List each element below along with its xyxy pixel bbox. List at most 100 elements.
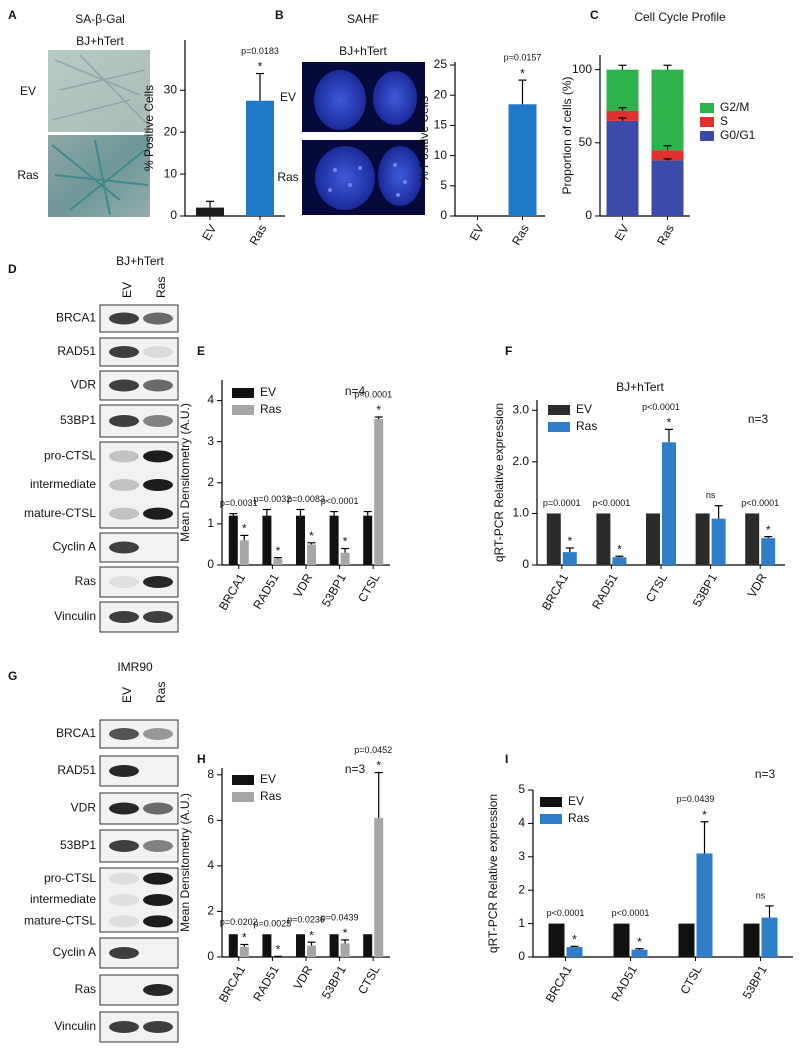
panel-label: E bbox=[197, 344, 205, 358]
bar bbox=[363, 934, 373, 957]
image-row-label: Ras bbox=[17, 168, 38, 182]
legend-swatch bbox=[548, 405, 570, 415]
legend-label: EV bbox=[260, 385, 276, 399]
blot-band bbox=[143, 872, 173, 885]
bar bbox=[262, 515, 272, 565]
bar bbox=[745, 513, 760, 565]
bar bbox=[546, 513, 561, 565]
legend-swatch bbox=[548, 422, 570, 432]
blot-row-label: VDR bbox=[71, 801, 97, 815]
significance: * bbox=[343, 535, 348, 549]
legend-label: Ras bbox=[260, 402, 281, 416]
x-tick-label: VDR bbox=[291, 571, 316, 600]
p-value: p=0.0439 bbox=[677, 794, 715, 804]
significance: * bbox=[276, 544, 281, 558]
blot-row-label: mature-CTSL bbox=[24, 506, 96, 520]
y-axis-label: Proportion of cells (%) bbox=[560, 76, 574, 194]
y-tick-label: 6 bbox=[207, 813, 214, 827]
significance: * bbox=[258, 60, 263, 74]
image-header: BJ+hTert bbox=[76, 34, 124, 48]
significance: * bbox=[309, 928, 314, 942]
p-value: p<0.0001 bbox=[321, 496, 359, 506]
blot-row-label: pro-CTSL bbox=[44, 871, 96, 885]
x-tick-label: CTSL bbox=[643, 571, 671, 605]
significance: * bbox=[376, 759, 381, 773]
sample-size: n=3 bbox=[748, 412, 769, 426]
bar bbox=[228, 515, 238, 565]
blot-band bbox=[109, 872, 139, 885]
blot-band bbox=[109, 802, 139, 815]
bar bbox=[246, 100, 274, 216]
y-tick-label: 0 bbox=[518, 949, 525, 963]
bar bbox=[678, 923, 695, 957]
legend-label: EV bbox=[260, 772, 276, 786]
p-value: p=0.0183 bbox=[241, 46, 279, 56]
bar bbox=[340, 552, 350, 565]
panel-label: G bbox=[8, 669, 17, 683]
lane-label: Ras bbox=[154, 682, 168, 703]
x-tick-label: CTSL bbox=[355, 571, 383, 605]
blot-band bbox=[109, 479, 139, 491]
panel-label: B bbox=[275, 8, 284, 22]
bar bbox=[743, 923, 760, 957]
y-axis-label: qRT-PCR Relative expression bbox=[492, 403, 506, 562]
bar bbox=[307, 945, 316, 957]
y-tick-label: 5 bbox=[518, 782, 525, 796]
micrograph bbox=[48, 50, 150, 132]
cell-texture bbox=[51, 54, 149, 126]
blot-row-label: BRCA1 bbox=[56, 726, 96, 740]
y-tick-label: 20 bbox=[434, 87, 448, 101]
panel-label: H bbox=[197, 752, 206, 766]
bar bbox=[646, 513, 660, 565]
x-tick-label: BRCA1 bbox=[216, 571, 248, 613]
panel-label: I bbox=[505, 752, 508, 766]
blot-band bbox=[109, 379, 139, 392]
blot-row-label: Cyclin A bbox=[53, 540, 96, 554]
bar bbox=[340, 943, 350, 957]
lane-label: Ras bbox=[154, 277, 168, 298]
blot-row-label: mature-CTSL bbox=[24, 914, 96, 928]
y-tick-label: 0 bbox=[207, 557, 214, 571]
bar bbox=[662, 442, 676, 565]
nucleus bbox=[378, 146, 422, 206]
nucleus bbox=[315, 146, 375, 210]
y-tick-label: 4 bbox=[207, 858, 214, 872]
legend-label: Ras bbox=[568, 811, 589, 825]
sample-size: n=3 bbox=[755, 767, 776, 781]
x-tick-label: RAD51 bbox=[250, 571, 282, 612]
x-tick-label: CTSL bbox=[355, 963, 383, 997]
blot-row-label: intermediate bbox=[30, 477, 96, 491]
legend-swatch bbox=[700, 131, 714, 141]
x-tick-label: BRCA1 bbox=[543, 963, 575, 1005]
blot-band bbox=[109, 947, 139, 959]
legend-label: Ras bbox=[260, 789, 281, 803]
legend-swatch bbox=[540, 814, 562, 824]
y-axis-label: % Positive Cells bbox=[142, 85, 156, 171]
panel-label: D bbox=[8, 262, 17, 276]
bar bbox=[761, 917, 778, 957]
nucleus bbox=[373, 71, 417, 125]
panel-label: A bbox=[8, 8, 17, 22]
blot-band bbox=[109, 507, 139, 520]
y-axis-label: Mean Densitometry (A.U.) bbox=[178, 403, 192, 542]
y-tick-label: 20 bbox=[164, 124, 178, 138]
bar bbox=[307, 544, 316, 565]
p-value: p<0.0001 bbox=[593, 498, 631, 508]
p-value: p=0.0031 bbox=[220, 498, 258, 508]
significance: * bbox=[572, 932, 577, 946]
p-value: p<0.0001 bbox=[741, 498, 779, 508]
bar bbox=[296, 934, 305, 957]
blot-band bbox=[109, 576, 139, 588]
x-tick-label: BRCA1 bbox=[539, 571, 571, 613]
blot-band bbox=[143, 346, 173, 358]
significance: * bbox=[343, 926, 348, 940]
significance: * bbox=[242, 931, 247, 945]
p-value: p<0.0001 bbox=[354, 389, 392, 399]
x-tick-label: 53BP1 bbox=[690, 571, 720, 609]
significance: * bbox=[617, 542, 622, 556]
significance: * bbox=[702, 808, 707, 822]
bar bbox=[196, 207, 224, 216]
blot-band bbox=[143, 415, 173, 427]
y-tick-label: 0 bbox=[440, 208, 447, 222]
x-tick-label: Ras bbox=[247, 222, 270, 247]
